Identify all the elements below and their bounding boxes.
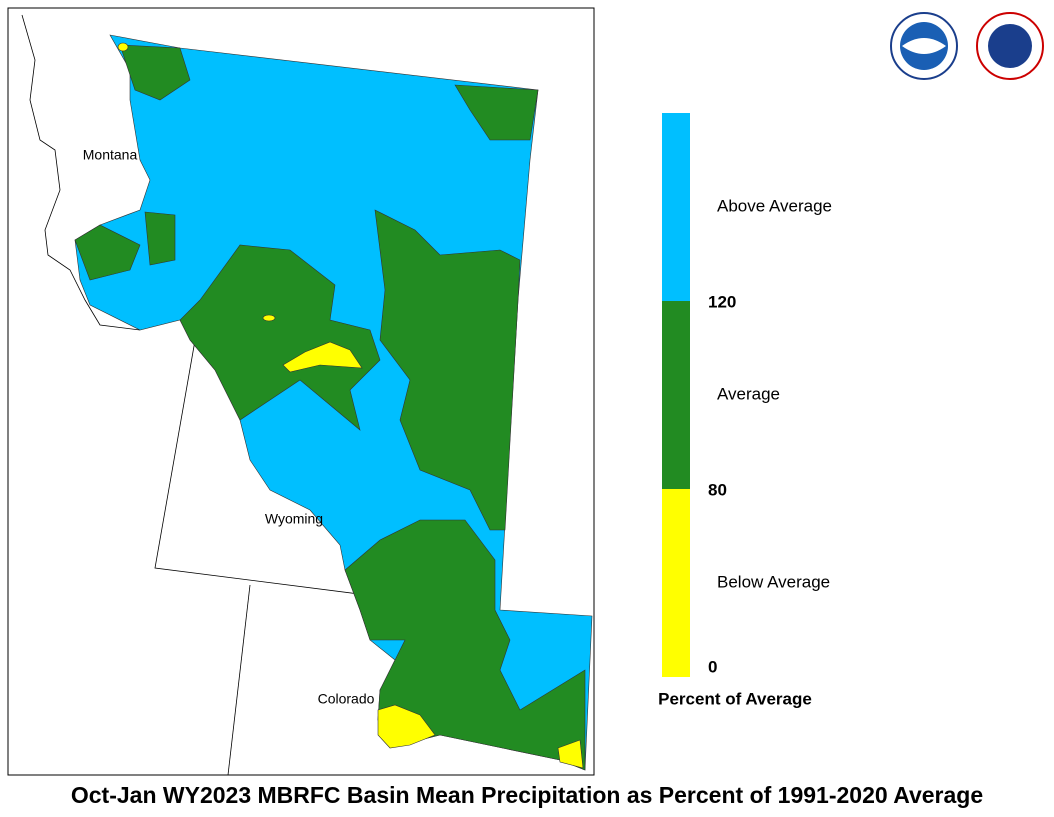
page-title: Oct-Jan WY2023 MBRFC Basin Mean Precipit… (71, 782, 983, 808)
basins (74, 34, 593, 771)
average-region (119, 44, 191, 101)
average-region (144, 211, 176, 266)
below-average-region (557, 739, 584, 769)
state-label: Colorado (318, 691, 375, 707)
colorado-border (227, 584, 251, 776)
legend-title: Percent of Average (658, 689, 812, 708)
logos (890, 12, 1044, 80)
state-label: Montana (83, 147, 138, 163)
legend-swatch (662, 301, 690, 489)
average-region (344, 519, 586, 771)
legend-label: Average (717, 384, 780, 403)
legend-swatch (662, 489, 690, 677)
legend-swatch (662, 113, 690, 301)
nws-logo-inner (988, 24, 1032, 68)
legend-break: 0 (708, 657, 717, 676)
average-region (74, 224, 141, 281)
legend-break: 80 (708, 480, 727, 499)
legend-break: 120 (708, 292, 736, 311)
legend: Below Average Average Above Average 0 80 120 (662, 113, 832, 677)
below-average-region (377, 704, 436, 749)
legend-label: Above Average (717, 196, 832, 215)
montana-border (21, 14, 141, 331)
average-region (374, 209, 521, 531)
below-average-region (282, 341, 363, 373)
legend-label: Below Average (717, 572, 830, 591)
below-average-region (117, 42, 129, 52)
below-average-region (262, 314, 276, 322)
noaa-logo-bird (902, 38, 946, 54)
average-region (454, 84, 539, 141)
average-region (179, 244, 381, 431)
state-label: Wyoming (265, 511, 323, 527)
